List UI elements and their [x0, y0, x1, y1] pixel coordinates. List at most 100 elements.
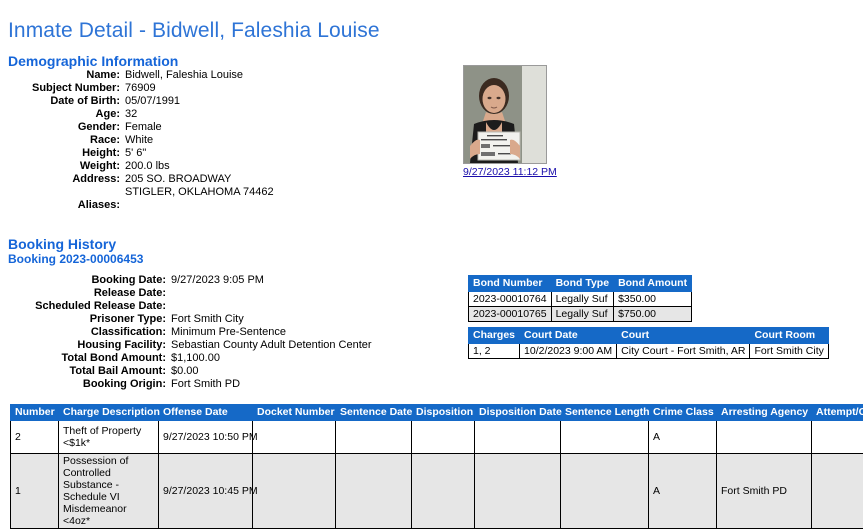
bond-table-column-header: Bond Number [469, 276, 552, 292]
demographic-field-label: Aliases: [0, 199, 120, 212]
demographic-field-value: 205 SO. BROADWAY STIGLER, OKLAHOMA 74462 [120, 173, 274, 199]
charges-column-header: Docket Number [253, 405, 336, 421]
court-table-cell: City Court - Fort Smith, AR [617, 344, 750, 359]
charges-column-header: Sentence Date [336, 405, 412, 421]
booking-field-row: Prisoner Type:Fort Smith City [0, 313, 372, 326]
booking-field-value: 9/27/2023 9:05 PM [166, 274, 264, 287]
demographic-field-value: White [120, 134, 153, 147]
bond-table-cell: Legally Suf [551, 307, 613, 322]
demographic-field-row: Aliases: [0, 199, 274, 212]
booking-field-label: Total Bond Amount: [0, 352, 166, 365]
inmate-detail-page: Inmate Detail - Bidwell, Faleshia Louise… [0, 0, 863, 506]
demographic-field-label: Gender: [0, 121, 120, 134]
booking-field-label: Scheduled Release Date: [0, 300, 166, 313]
court-table-column-header: Court Date [520, 328, 617, 344]
demographic-field-value: 05/07/1991 [120, 95, 180, 108]
charges-column-header: Number [11, 405, 59, 421]
demographic-field-label: Weight: [0, 160, 120, 173]
charges-column-header: Offense Date [159, 405, 253, 421]
booking-field-value: Fort Smith City [166, 313, 244, 326]
charges-cell-sentence-length [561, 421, 649, 454]
booking-field-row: Release Date: [0, 287, 372, 300]
demographic-field-value: 76909 [120, 82, 156, 95]
booking-field-row: Total Bail Amount:$0.00 [0, 365, 372, 378]
charges-column-header: Sentence Length [561, 405, 649, 421]
court-table-column-header: Court [617, 328, 750, 344]
charges-cell-number: 1 [11, 454, 59, 529]
demographic-field-row: Height:5' 6" [0, 147, 274, 160]
demographic-field-value: Bidwell, Faleshia Louise [120, 69, 243, 82]
court-table-column-header: Charges [469, 328, 520, 344]
charges-cell-disposition-date [475, 454, 561, 529]
booking-field-row: Booking Origin:Fort Smith PD [0, 378, 372, 391]
demographic-field-row: Gender:Female [0, 121, 274, 134]
booking-field-row: Scheduled Release Date: [0, 300, 372, 313]
charges-cell-docket-number [253, 454, 336, 529]
charges-cell-arresting-agency: Fort Smith PD [717, 454, 812, 529]
bond-table-cell: $350.00 [614, 292, 692, 307]
court-table-cell: 1, 2 [469, 344, 520, 359]
charges-cell-number: 2 [11, 421, 59, 454]
charges-column-header: Charge Description [59, 405, 159, 421]
charges-column-header: Disposition Date [475, 405, 561, 421]
booking-id-link[interactable]: Booking 2023-00006453 [8, 252, 143, 266]
charges-cell-disposition [412, 421, 475, 454]
booking-field-label: Booking Origin: [0, 378, 166, 391]
court-table-column-header: Court Room [750, 328, 828, 344]
inmate-photo-block: 9/27/2023 11:12 PM [463, 65, 557, 178]
charges-column-header: Arresting Agency [717, 405, 812, 421]
demographic-field-row: Weight:200.0 lbs [0, 160, 274, 173]
demographic-field-label: Date of Birth: [0, 95, 120, 108]
booking-field-label: Release Date: [0, 287, 166, 300]
booking-field-label: Booking Date: [0, 274, 166, 287]
demographic-field-row: Address:205 SO. BROADWAY STIGLER, OKLAHO… [0, 173, 274, 199]
booking-field-label: Total Bail Amount: [0, 365, 166, 378]
demographic-field-label: Subject Number: [0, 82, 120, 95]
demographic-field-row: Race:White [0, 134, 274, 147]
booking-field-value: $0.00 [166, 365, 199, 378]
demographic-field-value: 200.0 lbs [120, 160, 170, 173]
booking-field-label: Housing Facility: [0, 339, 166, 352]
court-table-cell: Fort Smith City [750, 344, 828, 359]
page-title: Inmate Detail - Bidwell, Faleshia Louise [8, 19, 380, 43]
photo-timestamp-link[interactable]: 9/27/2023 11:12 PM [463, 166, 557, 178]
bond-table-cell: 2023-00010765 [469, 307, 552, 322]
demographic-field-label: Address: [0, 173, 120, 186]
booking-field-label: Classification: [0, 326, 166, 339]
booking-field-value: Fort Smith PD [166, 378, 240, 391]
booking-field-row: Classification:Minimum Pre-Sentence [0, 326, 372, 339]
charges-column-header: Attempt/Commit [812, 405, 863, 421]
charges-cell-sentence-date [336, 421, 412, 454]
charges-cell-attempt-commit [812, 454, 863, 529]
demographic-field-label: Race: [0, 134, 120, 147]
demographic-field-row: Name:Bidwell, Faleshia Louise [0, 69, 274, 82]
demographic-field-row: Date of Birth:05/07/1991 [0, 95, 274, 108]
booking-field-row: Booking Date:9/27/2023 9:05 PM [0, 274, 372, 287]
bond-table-cell: Legally Suf [551, 292, 613, 307]
charges-cell-offense-date: 9/27/2023 10:50 PM [159, 421, 253, 454]
bond-table-column-header: Bond Amount [614, 276, 692, 292]
charges-column-header: Disposition [412, 405, 475, 421]
charges-cell-offense-date: 9/27/2023 10:45 PM [159, 454, 253, 529]
charges-cell-arresting-agency [717, 421, 812, 454]
bond-table-cell: 2023-00010764 [469, 292, 552, 307]
charges-cell-charge-description: Possession of Controlled Substance - Sch… [59, 454, 159, 529]
booking-field-value: $1,100.00 [166, 352, 220, 365]
booking-history-heading: Booking History [8, 236, 116, 252]
demographic-field-value: 5' 6" [120, 147, 146, 160]
charges-cell-crime-class: A [649, 454, 717, 529]
demographic-field-label: Age: [0, 108, 120, 121]
